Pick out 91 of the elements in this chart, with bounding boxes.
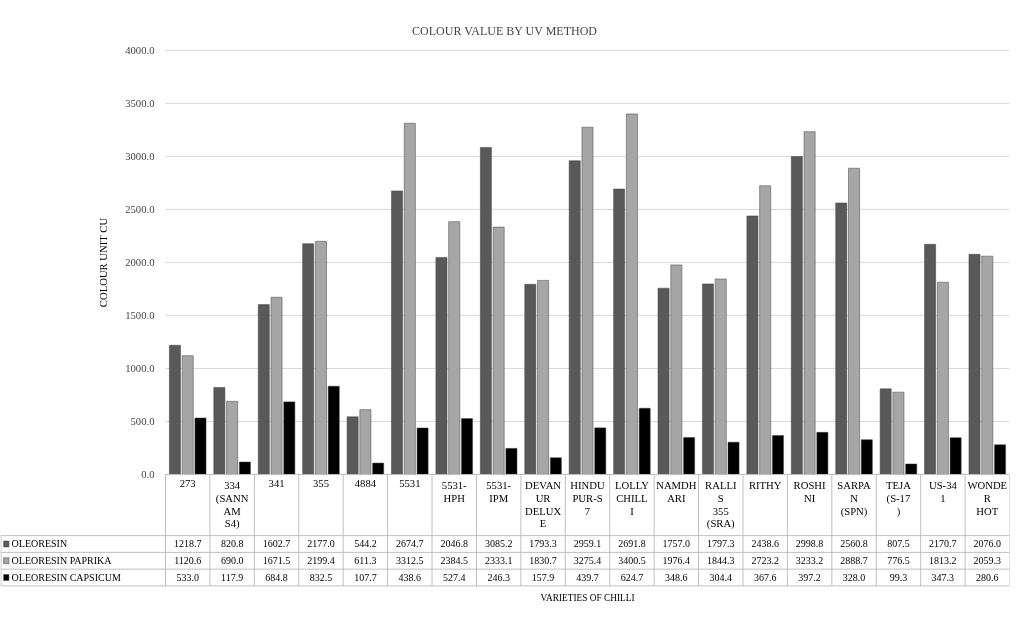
y-tick-label: 500.0 [130,415,155,427]
x-tick-label: RITHY [748,480,782,492]
data-label: 367.6 [753,572,777,584]
legend-label: OLEORESIN [11,538,68,550]
data-label: 347.3 [931,572,955,584]
data-label: 107.7 [354,572,377,584]
data-label: 157.9 [531,572,555,584]
data-label: 527.4 [442,572,466,584]
data-label: 820.8 [220,538,244,550]
data-label: 3312.5 [396,555,424,567]
data-label: 3275.4 [573,555,602,567]
data-label: 2888.7 [840,555,868,567]
data-label: 2059.3 [973,555,1002,567]
y-tick-label: 2500.0 [125,203,155,215]
data-label: 2560.8 [840,538,868,550]
x-tick-label: LOLLY CHILLI [615,480,650,517]
data-label: 2076.0 [973,538,1002,550]
data-label: 2384.5 [440,555,468,567]
data-label: 1120.6 [174,555,202,567]
data-label: 533.0 [176,572,199,584]
x-tick-label: 5531 [399,478,421,490]
data-label: 624.7 [620,572,644,584]
x-tick-label: HINDUPUR-S7 [570,480,605,517]
data-label: 2199.4 [307,555,335,567]
data-label: 1218.7 [173,538,202,550]
data-label: 1793.3 [529,538,557,550]
data-label: 1976.4 [662,555,691,567]
x-tick-label: 5531-IPM [486,480,512,505]
y-tick-label: 2000.0 [125,256,155,268]
data-label: 397.2 [798,572,821,584]
data-label: 2998.8 [795,538,824,550]
data-label: 1757.0 [662,538,691,550]
data-label: 2046.8 [440,538,468,550]
x-tick-label: 4884 [354,478,377,490]
x-tick-label: 355 [312,478,329,490]
data-label: 2674.7 [396,538,424,550]
x-tick-label: US-341 [928,480,958,505]
data-label: 832.5 [309,572,333,584]
y-axis-title: COLOUR UNIT CU [98,217,109,308]
data-label: 99.3 [889,572,908,584]
x-tick-label: RALLIS 355 (SRA) [705,480,737,531]
data-label: 807.5 [887,538,910,550]
data-label: 1797.3 [707,538,735,550]
data-label: 3085.2 [484,538,513,550]
y-tick-label: 3000.0 [125,150,155,162]
x-tick-label: ROSHINI [793,480,827,505]
data-label: 3400.5 [618,555,646,567]
chart-title: COLOUR VALUE BY UV METHOD [412,23,598,38]
legend-label: OLEORESIN PAPRIKA [11,555,113,567]
data-label: 684.8 [265,572,288,584]
data-label: 1671.5 [262,555,291,567]
data-label: 1813.2 [929,555,957,567]
data-label: 1602.7 [262,538,291,550]
text: VARIETIES OF CHILLI [540,592,635,603]
data-label: 2691.8 [618,538,646,550]
data-label: 2959.1 [573,538,602,550]
data-label: 2177.0 [307,538,335,550]
legend-label: OLEORESIN CAPSICUM [11,572,121,584]
data-label: 438.6 [398,572,422,584]
data-label: 690.0 [220,555,244,567]
data-label: 2723.2 [751,555,779,567]
y-tick-label: 1500.0 [125,309,155,321]
y-tick-label: 4000.0 [125,44,155,56]
data-label: 776.5 [887,555,910,567]
x-tick-label: SARPAN (SPN) [837,480,872,518]
data-label: 1830.7 [529,555,557,567]
x-tick-label: 273 [179,478,196,490]
data-label: 280.6 [976,572,999,584]
data-label: 246.3 [487,572,510,584]
data-label: 439.7 [576,572,599,584]
x-tick-label: WONDER HOT [967,480,1008,517]
data-label: 348.6 [665,572,688,584]
data-label: 2333.1 [484,555,513,567]
data-label: 328.0 [842,572,866,584]
data-label: 1844.3 [707,555,735,567]
data-label: 544.2 [354,538,377,550]
x-tick-label: 341 [268,478,285,490]
data-label: 3233.2 [795,555,824,567]
y-tick-label: 0.0 [141,468,155,480]
data-label: 2170.7 [929,538,957,550]
data-label: 304.4 [709,572,733,584]
y-tick-label: 1000.0 [125,362,155,374]
x-tick-label: 334 (SANNAM S4) [215,480,249,531]
x-tick-label: 5531-HPH [441,480,468,505]
data-label: 117.9 [221,572,244,584]
x-tick-label: DEVANUR DELUXE [525,480,562,530]
x-tick-label: TEJA (S-17) [886,480,912,518]
x-tick-label: NAMDHARI [656,480,697,505]
data-label: 2438.6 [751,538,779,550]
data-label: 611.3 [354,555,377,567]
y-tick-label: 3500.0 [125,97,155,109]
